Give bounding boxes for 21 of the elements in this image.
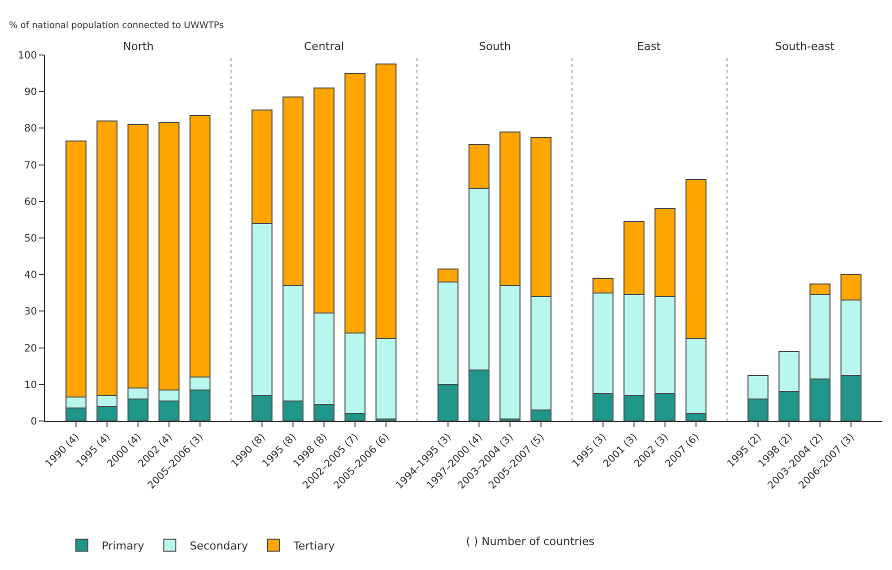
legend-label: Tertiary bbox=[292, 540, 336, 553]
y-tick-label: 40 bbox=[24, 270, 37, 282]
y-tick-label: 0 bbox=[30, 416, 37, 428]
chart-title: South-east bbox=[775, 40, 836, 53]
y-tick-label: 90 bbox=[24, 87, 37, 98]
y-tick-label: 30 bbox=[24, 306, 37, 318]
y-tick-label: 60 bbox=[24, 196, 37, 208]
legend-label: Primary bbox=[102, 540, 145, 553]
y-tick-label: 10 bbox=[24, 380, 37, 391]
y-tick-label: 100 bbox=[18, 50, 37, 62]
chart-title: East bbox=[637, 40, 662, 53]
y-tick-label: 50 bbox=[24, 234, 37, 244]
chart-title: South bbox=[479, 40, 511, 53]
chart-title: North bbox=[123, 40, 154, 53]
y-tick-label: 70 bbox=[24, 160, 37, 172]
legend-label: Secondary bbox=[190, 540, 248, 553]
y-axis-title: % of national population connected to UWWTPs bbox=[9, 21, 224, 31]
text: ( ) Number of countries bbox=[466, 535, 595, 548]
y-tick-label: 20 bbox=[24, 343, 37, 354]
chart-title: Central bbox=[304, 40, 344, 53]
y-tick-label: 80 bbox=[24, 124, 37, 135]
